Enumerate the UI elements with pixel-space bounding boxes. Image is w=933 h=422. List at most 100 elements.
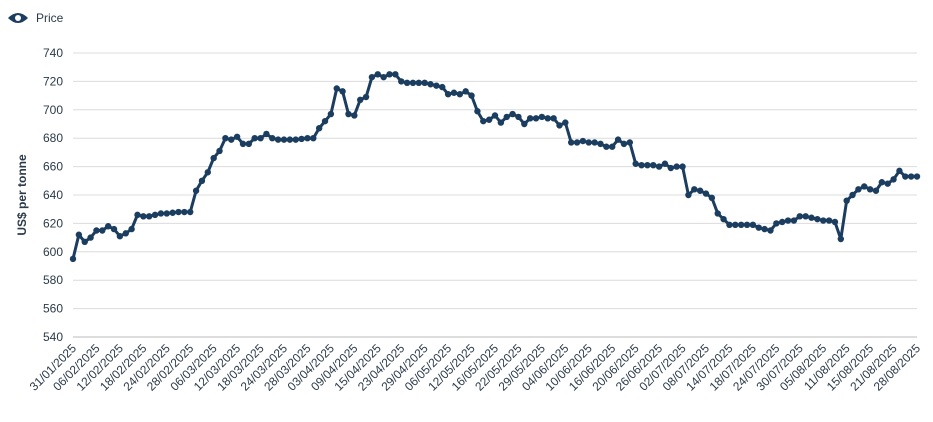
point: [233, 133, 241, 140]
point: [614, 136, 622, 143]
point: [474, 108, 481, 115]
point: [685, 191, 692, 199]
point: [679, 163, 686, 170]
point: [778, 218, 786, 226]
point: [327, 110, 335, 118]
point: [632, 160, 639, 167]
point: [403, 79, 411, 87]
point: [732, 221, 739, 229]
y-tick-label: 700: [43, 103, 63, 117]
point: [93, 227, 100, 234]
point: [696, 187, 704, 194]
point: [450, 89, 458, 96]
point: [269, 135, 276, 142]
point: [239, 140, 247, 148]
point: [87, 234, 94, 241]
point: [145, 213, 153, 220]
point: [104, 223, 112, 230]
y-tick-label: 740: [43, 46, 63, 60]
point: [497, 119, 505, 126]
point: [456, 90, 464, 98]
point: [274, 136, 282, 143]
y-tick-label: 600: [43, 245, 63, 259]
point: [743, 221, 751, 229]
point: [603, 143, 610, 150]
point: [163, 210, 170, 217]
point: [609, 143, 616, 150]
point: [761, 225, 768, 233]
point: [187, 208, 194, 216]
point: [814, 215, 821, 223]
point: [902, 173, 909, 180]
y-tick-label: 720: [43, 74, 63, 88]
point: [767, 227, 774, 234]
y-tick-label: 680: [43, 131, 63, 145]
point: [140, 213, 147, 220]
point: [638, 161, 645, 169]
point: [714, 210, 721, 217]
point: [304, 135, 311, 142]
point: [228, 136, 235, 143]
point: [110, 225, 118, 233]
point: [861, 183, 868, 190]
point: [251, 135, 258, 142]
point: [737, 221, 745, 229]
point: [849, 191, 856, 199]
point: [884, 180, 891, 187]
point: [310, 135, 317, 142]
legend-icon-pupil: [15, 15, 21, 21]
point: [556, 122, 563, 129]
point: [878, 179, 886, 186]
point: [339, 88, 346, 95]
point: [708, 194, 716, 202]
point: [298, 135, 305, 143]
point: [204, 169, 212, 176]
point: [122, 230, 129, 237]
point: [392, 71, 399, 78]
point: [210, 154, 217, 162]
point: [181, 208, 188, 216]
point: [116, 232, 124, 240]
point: [386, 71, 393, 78]
point: [444, 90, 452, 98]
point: [433, 82, 440, 89]
point: [69, 255, 77, 263]
point: [134, 211, 141, 219]
point: [644, 161, 651, 169]
point: [579, 137, 587, 145]
point: [157, 210, 165, 217]
point: [216, 147, 223, 155]
point: [802, 213, 809, 220]
point: [421, 79, 428, 87]
point: [409, 79, 417, 87]
point: [567, 139, 575, 146]
point: [784, 217, 792, 224]
point: [726, 221, 733, 229]
point: [667, 164, 675, 172]
point: [913, 173, 921, 180]
legend-label: Price: [36, 11, 64, 25]
point: [292, 136, 299, 143]
legend[interactable]: Price: [8, 11, 64, 25]
point: [169, 209, 176, 216]
point: [872, 187, 880, 194]
y-tick-label: 660: [43, 160, 63, 174]
point: [280, 136, 288, 143]
point: [720, 215, 727, 223]
point: [702, 190, 710, 197]
point: [99, 227, 106, 234]
point: [538, 113, 546, 121]
y-tick-label: 620: [43, 216, 63, 230]
point: [825, 217, 833, 224]
point: [333, 85, 340, 92]
point: [550, 115, 557, 122]
point: [286, 136, 294, 143]
point: [427, 81, 434, 88]
point: [749, 221, 757, 229]
point: [356, 96, 364, 104]
point: [673, 163, 680, 170]
point: [468, 92, 475, 99]
point: [491, 112, 499, 119]
point: [462, 88, 469, 95]
